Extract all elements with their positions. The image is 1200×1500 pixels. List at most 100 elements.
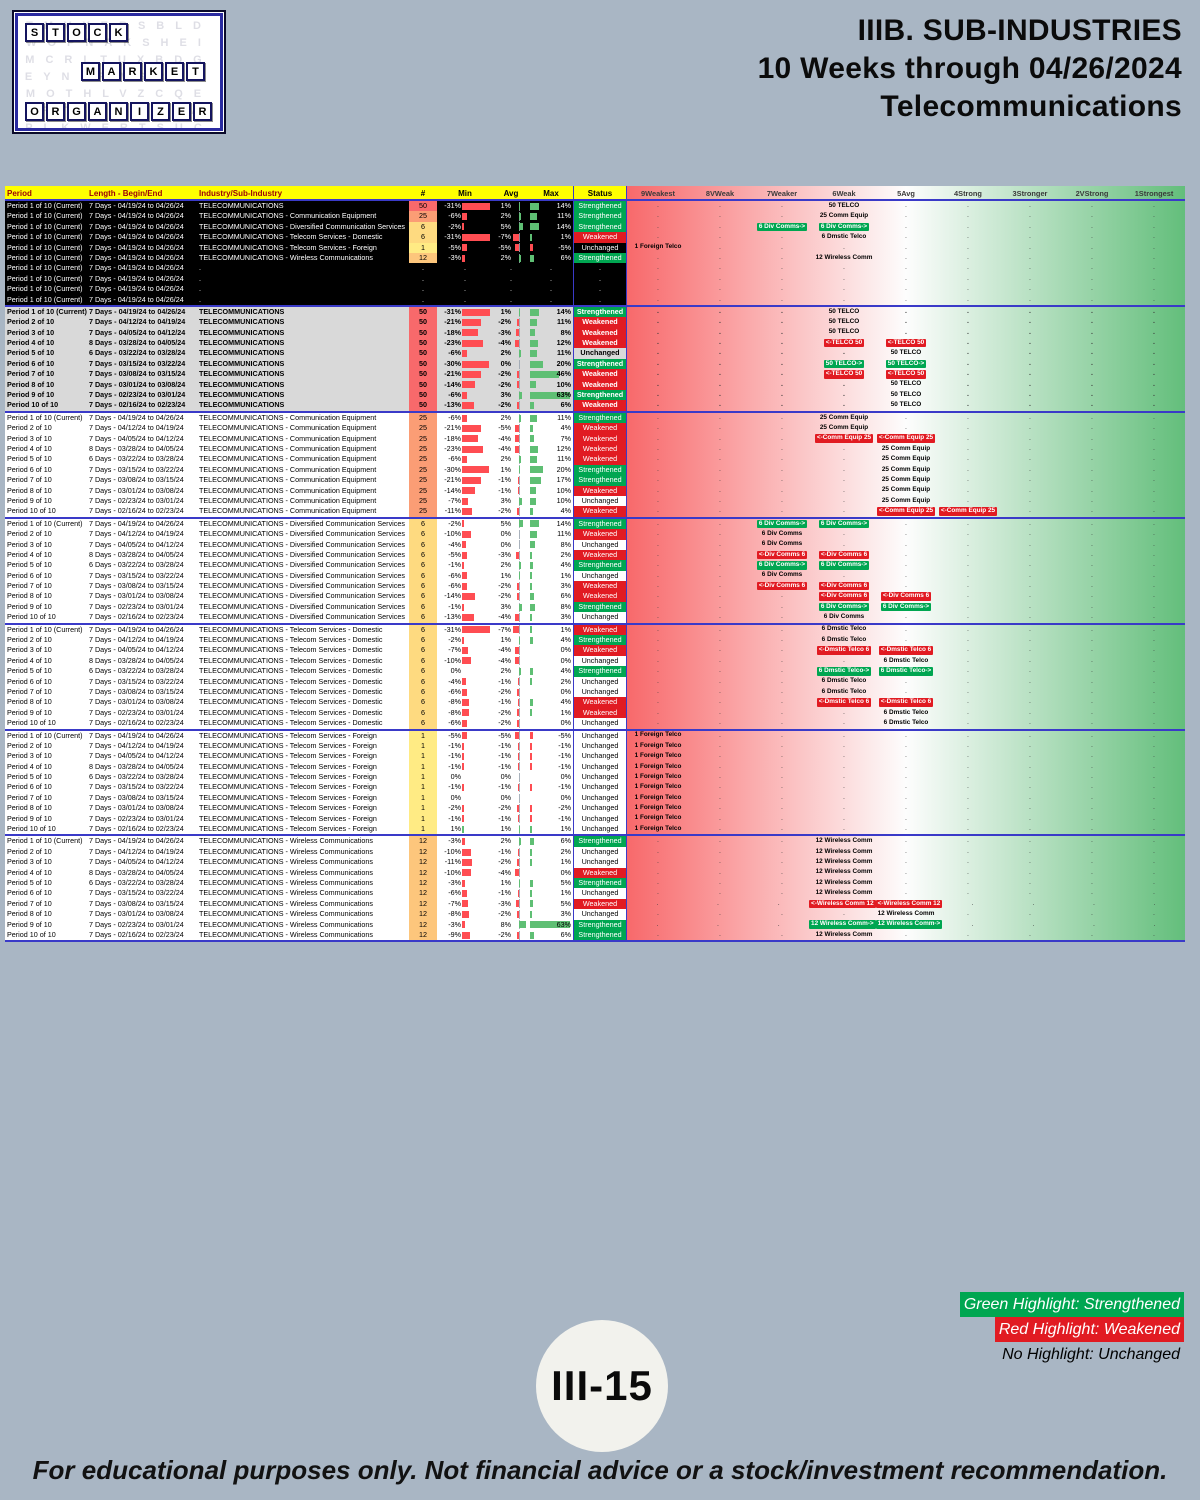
max-cell: . [550, 284, 552, 294]
scale-cell-4strong: . [967, 561, 969, 569]
scale-cell-8vweak: . [719, 486, 721, 494]
scale-cell-5avg: 50 TELCO [875, 400, 937, 410]
scale-cell-1strongest: . [1153, 646, 1155, 654]
scale-cell-3stronger: . [1029, 444, 1031, 452]
avg-value: -1% [498, 697, 511, 707]
min-value: -6% [448, 570, 461, 580]
scale-cell-1strongest: . [1153, 212, 1155, 220]
min-cell: -30% [437, 359, 493, 369]
min-value: -4% [448, 539, 461, 549]
scale-cell-6weak: 12 Wireless Comm [813, 868, 875, 878]
scale-cell-7weaker: 6 Div Comms [751, 540, 813, 550]
logo-letter-tile: R [193, 102, 212, 121]
avg-databar [519, 308, 520, 316]
period-cell: Period 10 of 10 [7, 824, 56, 834]
industry-cell: TELECOMMUNICATIONS - Telecom Services - … [199, 655, 383, 665]
scale-cell-5avg: . [905, 814, 907, 822]
max-databar [530, 699, 533, 707]
scale-cell-5avg: . [905, 847, 907, 855]
scale-cell-2vstrong: . [1091, 295, 1093, 303]
avg-cell: -2% [493, 687, 529, 697]
scale-cell-2vstrong: . [1091, 202, 1093, 209]
min-databar [462, 804, 464, 812]
avg-databar [519, 350, 521, 358]
scale-cell-3stronger: . [1029, 295, 1031, 303]
strength-scale: ...6 Div Comms..... [627, 612, 1185, 623]
scale-cell-4strong: . [967, 380, 969, 388]
min-cell: -8% [437, 909, 493, 919]
scale-cell-5avg: . [905, 731, 907, 739]
scale-cell-6weak: 50 TELCO-> [813, 359, 875, 369]
avg-databar-zone [512, 529, 526, 539]
max-value: 2% [560, 846, 571, 856]
scale-cell-7weaker: . [781, 752, 783, 760]
scale-cell-3stronger: . [1029, 233, 1031, 241]
rank-label: 50 TELCO-> [823, 359, 865, 369]
avg-cell: -1% [493, 697, 529, 708]
avg-databar-zone [512, 455, 526, 465]
period-cell: Period 7 of 10 [7, 475, 52, 485]
avg-cell: 0% [493, 793, 529, 803]
scale-cell-2vstrong: . [1091, 708, 1093, 716]
avg-axis [519, 328, 520, 338]
avg-value: 1% [500, 201, 511, 210]
scale-cell-2vstrong: . [1091, 380, 1093, 388]
scale-cell-8vweak: . [719, 698, 721, 706]
max-cell: -2% [529, 803, 573, 813]
avg-databar-zone [512, 677, 526, 687]
min-cell: -6% [437, 454, 493, 464]
max-databar [530, 435, 534, 443]
strength-scale: 1 Foreign Telco........ [627, 740, 1185, 752]
scale-cell-9weakest: . [657, 465, 659, 473]
scale-cell-1strongest: . [1153, 465, 1155, 473]
scale-cell-1strongest: . [1153, 930, 1155, 938]
rank-label: 50 TELCO [890, 401, 922, 409]
max-databar [530, 520, 539, 528]
scale-cell-1strongest: . [1153, 253, 1155, 261]
status-cell: Weakened [573, 327, 627, 339]
rank-label: 25 Comm Equip [881, 496, 931, 504]
max-databar [530, 339, 538, 347]
rank-label: <-Dmstic Telco 6 [816, 698, 872, 707]
rank-label: 1 Foreign Telco [634, 824, 682, 832]
max-cell: -1% [529, 782, 573, 792]
max-cell: 6% [529, 591, 573, 601]
min-databar [462, 719, 467, 727]
max-cell: 1% [529, 888, 573, 898]
scale-cell-2vstrong: . [1091, 582, 1093, 590]
scale-cell-2vstrong: . [1091, 667, 1093, 675]
table-row: Period 8 of 10 7 Days - 03/01/24 to 03/08… [5, 591, 1185, 602]
avg-databar [515, 445, 519, 453]
min-value: -6% [448, 454, 461, 464]
max-cell: 8% [529, 328, 573, 338]
max-cell: 4% [529, 423, 573, 433]
period-cell: Period 1 of 10 (Current) [7, 730, 83, 740]
avg-axis [519, 581, 520, 591]
scale-cell-2vstrong: . [1091, 868, 1093, 876]
max-value: 3% [560, 612, 571, 622]
count-cell: 1 [409, 803, 437, 814]
status-cell: Strengthened [573, 412, 627, 424]
scale-cell-6weak: . [843, 762, 845, 770]
scale-cell-9weakest: . [657, 339, 659, 347]
scale-cell-3stronger: . [1029, 837, 1031, 845]
avg-axis [519, 909, 520, 919]
count-cell: 50 [409, 338, 437, 349]
period-cell: Period 4 of 10 [7, 655, 52, 665]
avg-value: -1% [498, 485, 511, 495]
length-cell: 7 Days - 04/19/24 to 04/26/24 [89, 201, 184, 210]
min-cell: -1% [437, 602, 493, 612]
avg-cell: -7% [493, 232, 529, 242]
status-cell: Weakened [573, 591, 627, 602]
scale-cell-3stronger: . [1029, 783, 1031, 791]
avg-databar-zone [512, 212, 526, 222]
scale-cell-6weak: . [843, 380, 845, 388]
max-value: 6% [560, 591, 571, 601]
scale-cell-5avg: . [905, 519, 907, 527]
scale-cell-5avg: . [905, 550, 907, 558]
col-header-8vweak: 8VWeak [705, 189, 735, 198]
scale-cell-9weakest: . [657, 930, 659, 938]
avg-cell: 2% [493, 348, 529, 359]
scale-cell-8vweak: . [719, 264, 721, 272]
scale-cell-9weakest: . [657, 222, 659, 230]
